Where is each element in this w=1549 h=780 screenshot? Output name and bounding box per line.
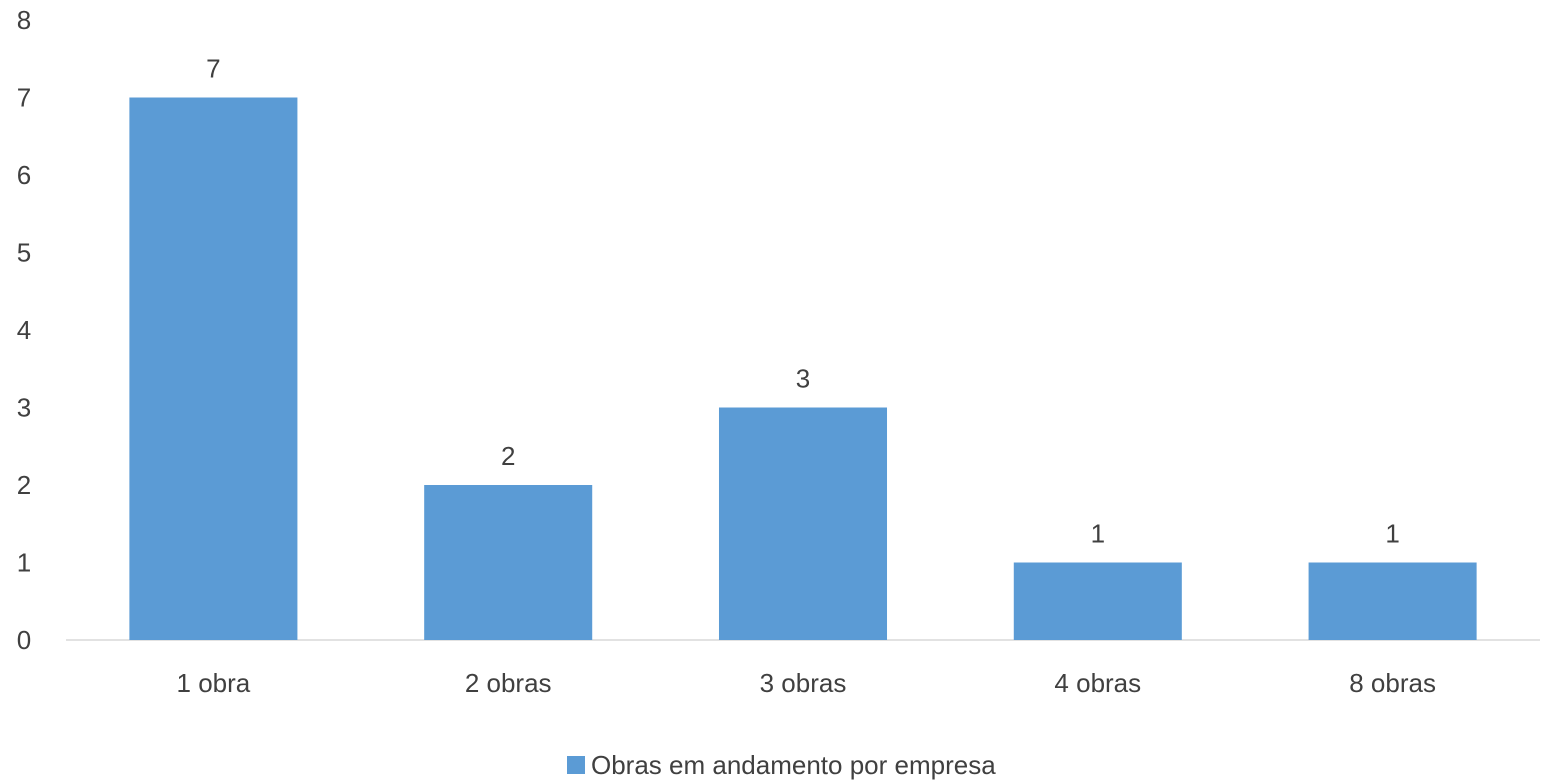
bar[interactable] — [424, 485, 593, 640]
bar[interactable] — [1013, 562, 1182, 641]
legend: Obras em andamento por empresa — [567, 750, 996, 780]
y-tick-label: 6 — [17, 160, 31, 190]
data-label: 3 — [796, 364, 810, 394]
y-tick-label: 8 — [17, 5, 31, 35]
x-category-label: 3 obras — [760, 668, 847, 698]
bar[interactable] — [1308, 562, 1477, 641]
y-tick-label: 2 — [17, 470, 31, 500]
data-label: 2 — [501, 441, 515, 471]
data-labels: 7 2 3 1 1 — [206, 54, 1400, 549]
bars — [129, 97, 1477, 641]
legend-swatch — [567, 756, 585, 774]
x-axis-categories: 1 obra 2 obras 3 obras 4 obras 8 obras — [177, 668, 1436, 698]
x-category-label: 8 obras — [1349, 668, 1436, 698]
y-tick-label: 1 — [17, 548, 31, 578]
x-category-label: 4 obras — [1054, 668, 1141, 698]
y-axis-ticks: 0 1 2 3 4 5 6 7 8 — [17, 5, 31, 655]
bar[interactable] — [718, 407, 888, 641]
y-tick-label: 4 — [17, 315, 31, 345]
y-tick-label: 3 — [17, 393, 31, 423]
data-label: 1 — [1385, 519, 1399, 549]
x-category-label: 2 obras — [465, 668, 552, 698]
y-tick-label: 7 — [17, 83, 31, 113]
data-label: 7 — [206, 54, 220, 84]
y-tick-label: 0 — [17, 625, 31, 655]
bar[interactable] — [129, 97, 298, 641]
x-category-label: 1 obra — [177, 668, 251, 698]
y-tick-label: 5 — [17, 238, 31, 268]
data-label: 1 — [1091, 519, 1105, 549]
legend-label: Obras em andamento por empresa — [591, 750, 996, 780]
